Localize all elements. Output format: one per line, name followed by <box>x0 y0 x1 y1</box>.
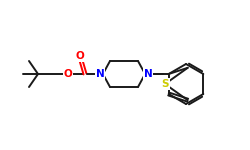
Text: N: N <box>96 69 104 79</box>
Text: O: O <box>64 69 72 79</box>
Text: S: S <box>161 79 169 89</box>
Text: O: O <box>76 51 84 61</box>
Text: N: N <box>144 69 152 79</box>
